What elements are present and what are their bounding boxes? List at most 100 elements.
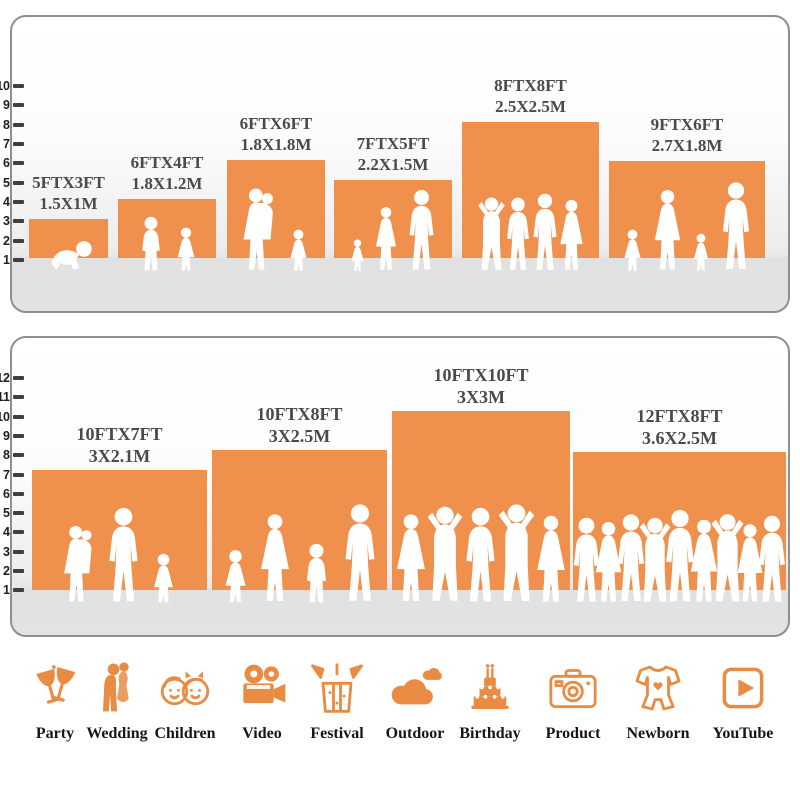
tick-dash	[13, 492, 24, 496]
size-m: 3X2.1M	[88, 445, 151, 466]
tick-label: 9	[3, 98, 10, 112]
category-label: Product	[545, 725, 601, 742]
backdrop-size-label: 7FTX5FT 2.2X1.5M	[294, 134, 492, 175]
product-camera-icon	[545, 660, 601, 716]
backdrop-bar-10ftx8ft	[212, 450, 387, 590]
backdrop-bar-12ftx8ft	[573, 452, 786, 590]
tick-label: 8	[3, 448, 10, 462]
axis-tick-5: 5	[0, 176, 24, 190]
axis-tick-11: 11	[0, 391, 24, 403]
tick-label: 6	[3, 487, 10, 501]
category-label: YouTube	[712, 725, 774, 742]
tick-label: 2	[3, 564, 10, 578]
tick-dash	[13, 142, 24, 146]
size-m: 2.5X2.5M	[495, 96, 566, 116]
backdrop-bar-7ftx5ft	[334, 180, 452, 258]
axis-tick-7: 7	[0, 468, 24, 482]
tick-dash	[13, 376, 24, 380]
tick-dash	[13, 415, 24, 419]
size-m: 2.2X1.5M	[357, 154, 429, 174]
axis-tick-6: 6	[0, 487, 24, 501]
tick-dash	[13, 103, 24, 107]
tick-dash	[13, 550, 24, 554]
size-m: 1.8X1.2M	[131, 173, 203, 193]
tick-label: 8	[3, 118, 10, 132]
category-youtube: YouTube	[695, 660, 791, 743]
tick-dash	[13, 511, 24, 515]
tick-dash	[13, 569, 24, 573]
axis-tick-1: 1	[0, 584, 24, 596]
size-ft: 8FTX8FT	[494, 76, 567, 95]
children-faces-icon	[157, 660, 213, 716]
axis-tick-1: 1	[0, 253, 24, 267]
backdrop-size-label: 6FTX6FT 1.8X1.8M	[187, 114, 365, 155]
backdrop-size-label: 10FTX10FT 3X3M	[353, 365, 609, 409]
axis-tick-10: 10	[0, 410, 24, 424]
axis-tick-7: 7	[0, 137, 24, 151]
backdrop-size-label: 6FTX4FT 1.8X1.2M	[78, 153, 256, 194]
tick-dash	[13, 239, 24, 243]
tick-label: 6	[3, 156, 10, 170]
newborn-onesie-icon	[630, 660, 686, 716]
axis-tick-2: 2	[0, 564, 24, 578]
tick-label: 10	[0, 410, 10, 424]
category-label: Birthday	[459, 725, 521, 742]
tick-dash	[13, 434, 24, 438]
tick-label: 1	[3, 253, 10, 267]
tick-label: 7	[3, 468, 10, 482]
size-m: 1.8X1.8M	[240, 134, 312, 154]
size-ft: 12FTX8FT	[636, 406, 723, 426]
backdrop-size-label: 12FTX8FT 3.6X2.5M	[552, 406, 800, 450]
axis-tick-4: 4	[0, 526, 24, 538]
tick-dash	[13, 123, 24, 127]
size-ft: 6FTX6FT	[239, 114, 313, 133]
tick-label: 9	[3, 429, 10, 443]
tick-dash	[13, 395, 24, 399]
category-label: Newborn	[626, 725, 690, 742]
backdrop-size-label: 8FTX8FT 2.5X2.5M	[422, 76, 639, 117]
category-label: Festival	[310, 725, 364, 742]
backdrop-size-label: 5FTX3FT 1.5X1M	[0, 173, 148, 214]
wedding-couple-icon	[89, 660, 145, 716]
festival-gift-icon	[309, 660, 365, 716]
backdrop-bar-5ftx3ft	[29, 219, 108, 258]
size-m: 3.6X2.5M	[642, 427, 717, 448]
category-label: Party	[35, 725, 75, 742]
category-party: Party	[7, 660, 103, 743]
tick-dash	[13, 84, 24, 88]
backdrop-bar-9ftx6ft	[609, 161, 765, 258]
backdrop-size-label: 10FTX7FT 3X2.1M	[0, 424, 247, 468]
category-newborn: Newborn	[610, 660, 706, 743]
axis-tick-6: 6	[0, 156, 24, 170]
category-children: Children	[137, 660, 233, 743]
size-ft: 7FTX5FT	[356, 134, 430, 153]
party-glasses-icon	[27, 660, 83, 716]
category-outdoor: Outdoor	[367, 660, 463, 743]
tick-label: 5	[3, 506, 10, 520]
tick-dash	[13, 588, 24, 592]
axis-tick-3: 3	[0, 545, 24, 559]
category-label: Outdoor	[385, 725, 445, 742]
size-m: 1.5X1M	[39, 193, 98, 213]
category-wedding: Wedding	[69, 660, 165, 743]
tick-dash	[13, 530, 24, 534]
axis-tick-10: 10	[0, 80, 24, 92]
backdrop-bar-6ftx4ft	[118, 199, 216, 258]
category-festival: Festival	[289, 660, 385, 743]
tick-dash	[13, 219, 24, 223]
tick-label: 7	[3, 137, 10, 151]
tick-label: 3	[3, 545, 10, 559]
axis-tick-12: 12	[0, 372, 24, 384]
tick-label: 5	[3, 176, 10, 190]
backdrop-size-label: 9FTX6FT 2.7X1.8M	[569, 115, 800, 156]
tick-label: 4	[3, 195, 10, 209]
video-camera-icon	[234, 660, 290, 716]
size-m: 3X3M	[457, 386, 505, 407]
category-label: Video	[242, 725, 282, 742]
tick-label: 3	[3, 214, 10, 228]
category-label: Wedding	[86, 725, 148, 742]
size-ft: 10FTX10FT	[433, 365, 529, 385]
tick-dash	[13, 161, 24, 165]
tick-dash	[13, 453, 24, 457]
